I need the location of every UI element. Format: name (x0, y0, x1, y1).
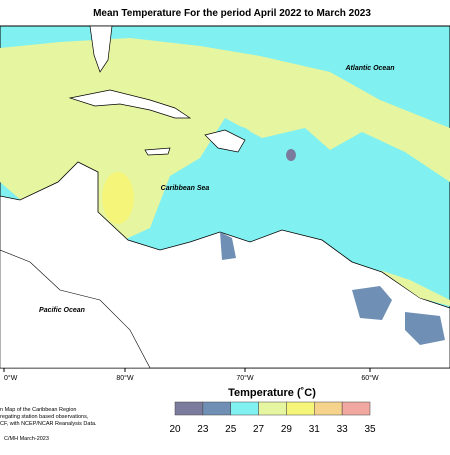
cuba (68, 89, 192, 119)
legend-tick: 35 (364, 424, 376, 435)
legend-swatch (258, 401, 287, 416)
legend: 20 23 25 27 29 31 33 35 (169, 401, 376, 435)
longitude-label: 0°W (4, 374, 18, 382)
legend-tick: 33 (337, 424, 349, 435)
footnote-line: C/MH March-2023 (4, 436, 49, 442)
map-title: Mean Temperature For the period April 20… (93, 8, 371, 19)
cool-zone (405, 312, 445, 345)
ocean-label: Pacific Ocean (39, 307, 85, 314)
coast-zone (380, 270, 450, 306)
legend-tick: 25 (225, 424, 237, 435)
map-area: Atlantic Ocean Caribbean Sea Pacific Oce… (0, 25, 450, 369)
cool-zone (352, 286, 392, 320)
hispaniola (204, 129, 246, 153)
florida (89, 25, 113, 73)
cold-spot (286, 149, 296, 161)
pacific-coast (0, 249, 151, 369)
legend-tick: 29 (281, 424, 293, 435)
legend-tick: 23 (197, 424, 209, 435)
legend-tick: 27 (253, 424, 265, 435)
longitude-label: 80°W (116, 374, 134, 382)
legend-tick: 31 (309, 424, 321, 435)
lake-zone (220, 232, 236, 260)
legend-tick: 20 (169, 424, 181, 435)
legend-title: Temperature (˚C) (228, 387, 316, 399)
legend-swatch (314, 401, 343, 416)
warm-spot (102, 172, 134, 224)
longitude-label: 60°W (361, 374, 379, 382)
cool-spot (346, 150, 364, 190)
footnote-line: n Map of the Caribbean Region (0, 407, 76, 413)
ocean-label: Atlantic Ocean (344, 65, 394, 72)
legend-swatch (230, 401, 259, 416)
longitude-label: 70°W (236, 374, 254, 382)
legend-swatch (174, 401, 204, 416)
sea-label: Caribbean Sea (161, 185, 210, 192)
footnote-line: regating station based observations, (0, 414, 89, 420)
legend-swatch (286, 401, 315, 416)
longitude-axis: 0°W 80°W 70°W 60°W (3, 368, 379, 382)
legend-swatch (202, 401, 231, 416)
footnote-line: CF, with NCEP/NCAR Reanalysis Data. (0, 421, 97, 427)
legend-swatch (341, 401, 371, 416)
jamaica (144, 147, 171, 156)
